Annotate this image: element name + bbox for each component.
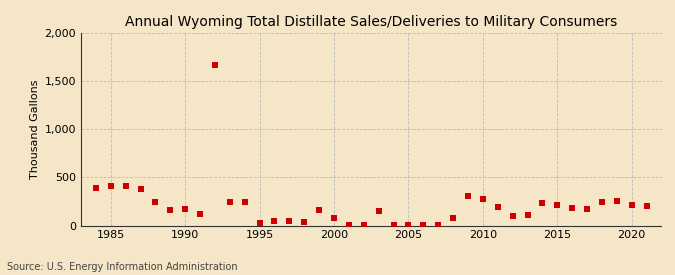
Point [105, 183, 116, 188]
Point [507, 214, 518, 218]
Point [299, 220, 310, 224]
Point [209, 62, 220, 67]
Point [240, 200, 250, 205]
Point [552, 203, 563, 207]
Point [358, 223, 369, 227]
Point [120, 183, 131, 188]
Point [135, 187, 146, 192]
Point [567, 205, 578, 210]
Point [477, 197, 488, 201]
Point [433, 223, 443, 227]
Point [612, 199, 622, 204]
Point [165, 207, 176, 212]
Point [448, 216, 458, 220]
Point [90, 186, 101, 190]
Point [194, 212, 205, 216]
Point [641, 204, 652, 208]
Point [418, 223, 429, 227]
Point [284, 218, 295, 223]
Point [269, 219, 280, 223]
Point [626, 203, 637, 207]
Point [180, 207, 190, 211]
Point [597, 200, 608, 205]
Point [344, 222, 354, 227]
Point [254, 220, 265, 225]
Point [329, 216, 340, 221]
Point [522, 213, 533, 218]
Point [150, 200, 161, 205]
Point [537, 201, 548, 205]
Point [388, 222, 399, 227]
Point [225, 200, 236, 204]
Title: Annual Wyoming Total Distillate Sales/Deliveries to Military Consumers: Annual Wyoming Total Distillate Sales/De… [125, 15, 618, 29]
Text: Source: U.S. Energy Information Administration: Source: U.S. Energy Information Administ… [7, 262, 238, 272]
Point [314, 208, 325, 212]
Point [403, 222, 414, 227]
Point [373, 208, 384, 213]
Point [462, 193, 473, 198]
Point [492, 205, 503, 209]
Y-axis label: Thousand Gallons: Thousand Gallons [30, 79, 40, 179]
Point [582, 207, 593, 211]
